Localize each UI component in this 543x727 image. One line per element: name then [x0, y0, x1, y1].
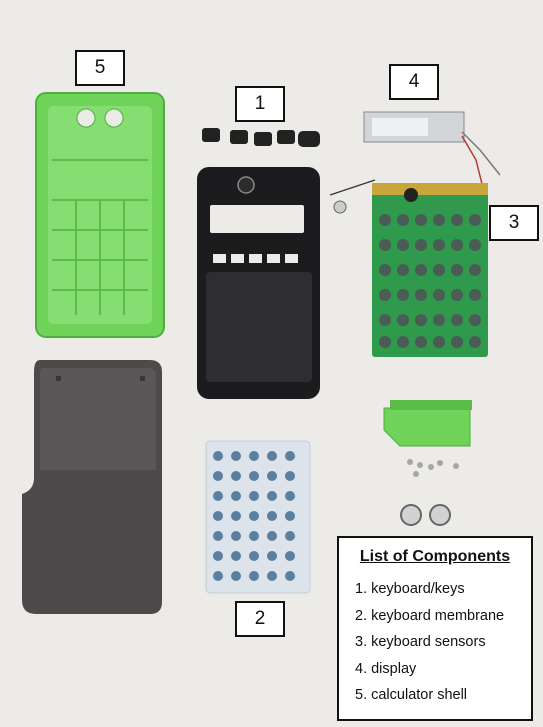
keyboard-membrane: [205, 440, 311, 594]
marker-keys: 1: [235, 86, 285, 122]
components-legend: List of Components 1. keyboard/keys 2. k…: [337, 536, 533, 721]
battery-icon: [400, 504, 451, 526]
legend-list: 1. keyboard/keys 2. keyboard membrane 3.…: [351, 576, 519, 709]
marker-display: 4: [389, 64, 439, 100]
legend-item: 2. keyboard membrane: [355, 607, 505, 624]
green-bracket: [383, 400, 472, 447]
legend-item: 1. keyboard/keys: [355, 581, 465, 597]
calculator-shell: [35, 92, 165, 338]
legend-title: List of Components: [359, 548, 511, 565]
legend-item: 3. keyboard sensors: [355, 634, 486, 650]
keyboard-frame: [197, 167, 320, 399]
legend-item: 4. display: [355, 660, 417, 677]
screw-icon: [407, 459, 459, 477]
marker-shell: 5: [75, 50, 125, 86]
marker-sensors: 3: [489, 205, 539, 241]
smoked-plastic-cover: [22, 360, 162, 614]
legend-item: 5. calculator shell: [355, 687, 468, 703]
marker-membrane: 2: [235, 601, 285, 637]
keyboard-sensors-board: [372, 183, 488, 357]
loose-keys: [202, 128, 320, 147]
